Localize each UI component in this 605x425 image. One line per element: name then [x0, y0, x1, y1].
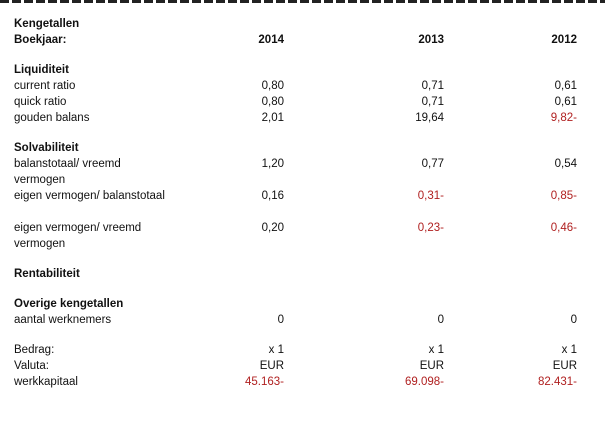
section-liquiditeit-heading: Liquiditeit	[14, 62, 598, 78]
row-label: current ratio	[14, 80, 76, 92]
value-2012: 0,46-	[550, 222, 577, 234]
table-row: aantal werknemers 0 0 0	[14, 312, 598, 328]
value-2013: 0,71	[421, 80, 444, 92]
year-2013: 2013	[418, 34, 444, 46]
value-2014: 0,80	[261, 96, 284, 108]
row-label: gouden balans	[14, 112, 90, 124]
table-row: Valuta: EUR EUR EUR	[14, 358, 598, 374]
section-title: Solvabiliteit	[14, 142, 79, 154]
row-label: aantal werknemers	[14, 314, 112, 326]
row-label: werkkapitaal	[14, 376, 78, 388]
row-label: eigen vermogen/ balanstotaal	[14, 190, 165, 202]
value-2013: 0,77	[421, 158, 444, 170]
row-label: Valuta:	[14, 360, 49, 372]
value-2012: 0,61	[554, 96, 577, 108]
table-row: current ratio 0,80 0,71 0,61	[14, 78, 598, 94]
value-2012: x 1	[561, 344, 577, 356]
section-rentabiliteit-heading: Rentabiliteit	[14, 266, 598, 282]
value-2013: EUR	[419, 360, 444, 372]
value-2012: EUR	[552, 360, 577, 372]
page-title: Kengetallen	[14, 18, 80, 30]
row-label: eigen vermogen/ vreemd vermogen	[14, 222, 142, 250]
value-2014: 0,20	[261, 222, 284, 234]
kengetallen-sheet: Kengetallen Boekjaar: 2014 2013 2012 Liq…	[14, 16, 598, 390]
row-label: balanstotaal/ vreemd vermogen	[14, 158, 121, 186]
value-2013: 69.098-	[404, 376, 444, 388]
value-2014: 1,20	[261, 158, 284, 170]
row-label: Bedrag:	[14, 344, 55, 356]
value-2012: 9,82-	[550, 112, 577, 124]
value-2013: 0,31-	[417, 190, 444, 202]
page-top-border	[0, 0, 605, 3]
table-row: eigen vermogen/ vreemd vermogen 0,20 0,2…	[14, 220, 598, 252]
value-2014: 0,80	[261, 80, 284, 92]
table-row: gouden balans 2,01 19,64 9,82-	[14, 110, 598, 126]
value-2014: 2,01	[261, 112, 284, 124]
value-2014: 45.163-	[244, 376, 284, 388]
table-row: eigen vermogen/ balanstotaal 0,16 0,31- …	[14, 188, 598, 220]
year-2014: 2014	[258, 34, 284, 46]
section-title: Rentabiliteit	[14, 268, 80, 280]
value-2012: 82.431-	[537, 376, 577, 388]
title-row: Kengetallen	[14, 16, 598, 32]
table-row: balanstotaal/ vreemd vermogen 1,20 0,77 …	[14, 156, 598, 188]
value-2012: 0,85-	[550, 190, 577, 202]
value-2012: 0,61	[554, 80, 577, 92]
value-2013: 0	[437, 314, 444, 326]
section-title: Overige kengetallen	[14, 298, 124, 310]
section-title: Liquiditeit	[14, 64, 69, 76]
value-2014: EUR	[259, 360, 284, 372]
row-label: quick ratio	[14, 96, 67, 108]
section-overige-heading: Overige kengetallen	[14, 296, 598, 312]
year-header-row: Boekjaar: 2014 2013 2012	[14, 32, 598, 48]
year-label: Boekjaar:	[14, 34, 67, 46]
value-2014: 0,16	[261, 190, 284, 202]
value-2013: 0,23-	[417, 222, 444, 234]
value-2014: x 1	[268, 344, 284, 356]
value-2013: 19,64	[415, 112, 444, 124]
value-2013: x 1	[428, 344, 444, 356]
value-2012: 0,54	[554, 158, 577, 170]
value-2013: 0,71	[421, 96, 444, 108]
section-solvabiliteit-heading: Solvabiliteit	[14, 140, 598, 156]
value-2012: 0	[570, 314, 577, 326]
table-row: Bedrag: x 1 x 1 x 1	[14, 342, 598, 358]
value-2014: 0	[277, 314, 284, 326]
table-row: werkkapitaal 45.163- 69.098- 82.431-	[14, 374, 598, 390]
year-2012: 2012	[551, 34, 577, 46]
table-row: quick ratio 0,80 0,71 0,61	[14, 94, 598, 110]
